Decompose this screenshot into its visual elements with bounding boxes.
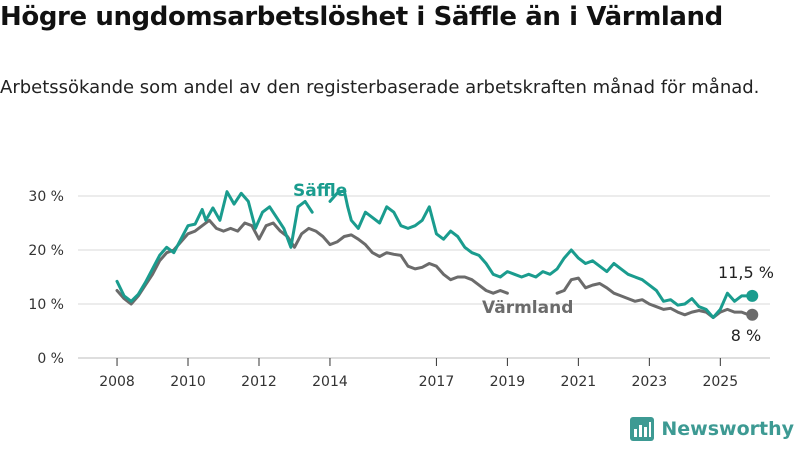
series-line-Säffle: [328, 189, 754, 319]
series-line-Värmland: [115, 218, 509, 306]
series-line-Värmland: [555, 276, 754, 319]
x-tick-label: 2019: [490, 374, 526, 390]
end-value-varmland: 8 %: [731, 326, 761, 345]
x-tick-label: 2014: [312, 374, 348, 390]
bar-chart-logo-icon: [630, 417, 655, 441]
x-tick-label: 2008: [99, 374, 135, 390]
series-labels: Säffle Värmland 11,5 % 8 %: [293, 181, 774, 345]
series-line-Säffle: [115, 190, 314, 303]
series-label-saffle: Säffle: [293, 181, 347, 201]
series-end-marker: [746, 308, 759, 321]
y-tick-label: 20 %: [28, 243, 64, 259]
y-tick-label: 0 %: [37, 351, 64, 367]
x-tick-label: 2023: [632, 374, 668, 390]
series-label-varmland: Värmland: [482, 298, 573, 318]
chart-subtitle: Arbetssökande som andel av den registerb…: [0, 77, 760, 98]
newsworthy-logo: Newsworthy: [629, 416, 794, 442]
x-tick-label: 2025: [702, 374, 738, 390]
brand-name: Newsworthy: [661, 418, 794, 440]
x-axis-ticks: 2008 2010 2012 2014 2017 2019 2021 2023 2025: [78, 357, 770, 390]
y-tick-label: 10 %: [28, 297, 64, 313]
grid-lines: [78, 195, 770, 359]
x-tick-label: 2012: [241, 374, 277, 390]
x-tick-label: 2017: [419, 374, 455, 390]
x-tick-label: 2010: [170, 374, 206, 390]
y-tick-label: 30 %: [28, 189, 64, 205]
series-lines: [115, 189, 759, 321]
x-tick-label: 2021: [561, 374, 597, 390]
end-value-saffle: 11,5 %: [718, 263, 774, 282]
y-axis-ticks: 0 % 10 % 20 % 30 %: [28, 189, 64, 367]
chart-title: Högre ungdomsarbetslöshet i Säffle än i …: [0, 2, 723, 32]
series-end-marker: [746, 289, 759, 302]
